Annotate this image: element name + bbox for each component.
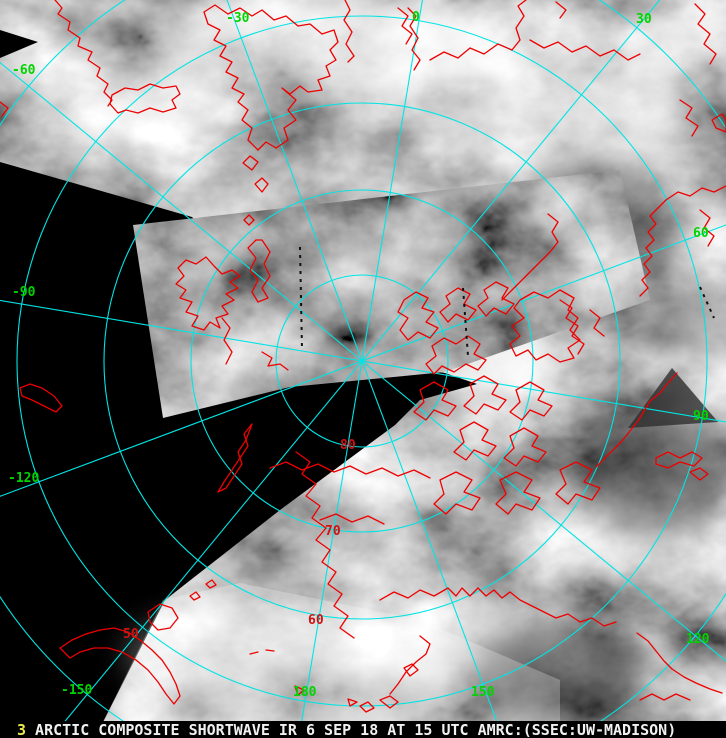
status-text: ARCTIC COMPOSITE SHORTWAVE IR 6 SEP 18 A…: [26, 720, 677, 738]
no-data-black-regions: [0, 30, 477, 721]
latitude-circle: [16, 15, 708, 707]
meridian-line: [64, 360, 363, 721]
meridian-line: [0, 299, 363, 362]
meridian-line: [361, 360, 498, 721]
meridian-line: [0, 61, 363, 362]
meridian-line: [361, 0, 423, 362]
frame-counter: 3: [17, 720, 27, 738]
bright-satellite-swath: [103, 583, 560, 721]
coastline-overlay: [0, 0, 726, 713]
meridian-line: [0, 360, 363, 497]
meridian-line: [361, 0, 661, 362]
meridian-line: [361, 224, 726, 362]
meridian-line: [361, 360, 726, 423]
meridian-line: [226, 0, 363, 362]
dark-pyramid-region: [628, 368, 718, 428]
latitude-circle: [190, 189, 534, 533]
latitude-circle: [103, 102, 621, 620]
dark-satellite-swath: [133, 170, 650, 418]
latitude-circle: [275, 274, 449, 448]
meridian-line: [301, 360, 363, 721]
status-bar: 3 ARCTIC COMPOSITE SHORTWAVE IR 6 SEP 18…: [0, 721, 726, 738]
meridian-line: [361, 360, 726, 662]
dashed-boundary-lines: [299, 246, 715, 357]
